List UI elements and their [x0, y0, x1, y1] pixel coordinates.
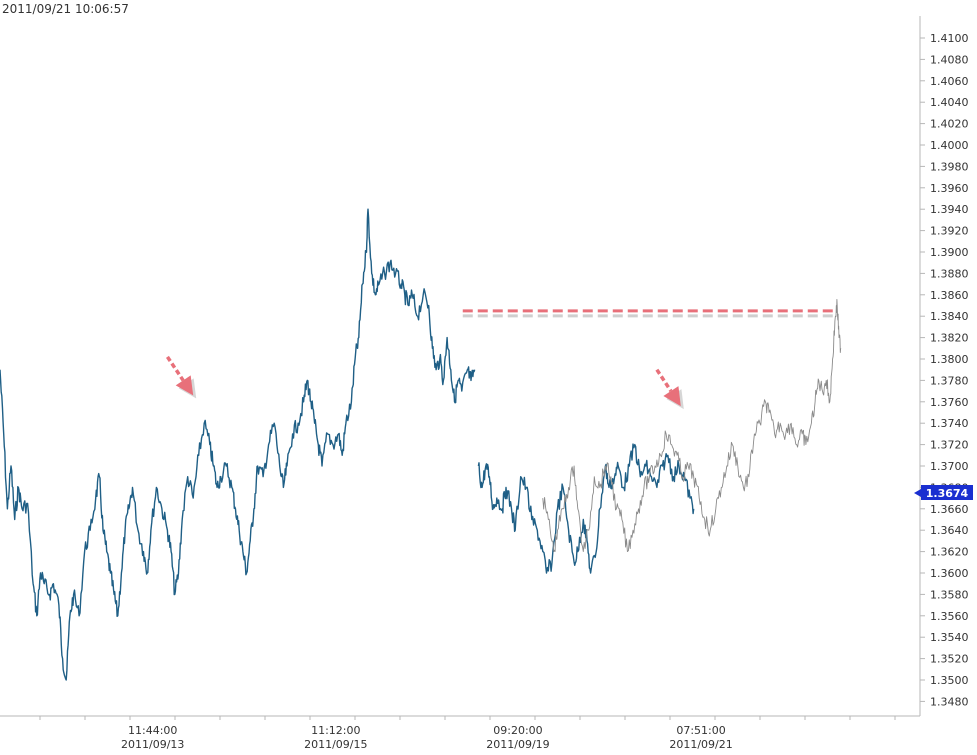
overlay-series-line [542, 299, 842, 553]
y-tick-label: 1.3540 [930, 631, 969, 644]
primary-series-line [0, 208, 476, 681]
x-tick-time-label: 11:44:00 [128, 724, 177, 737]
annotations [165, 309, 834, 410]
price-tag-pointer-icon [914, 489, 921, 497]
y-tick-label: 1.3840 [930, 310, 969, 323]
arrow-head-icon [663, 386, 681, 407]
y-tick-label: 1.4080 [930, 53, 969, 66]
y-tick-label: 1.4100 [930, 32, 969, 45]
y-tick-label: 1.3940 [930, 203, 969, 216]
y-tick-label: 1.3560 [930, 610, 969, 623]
x-tick-time-label: 11:12:00 [311, 724, 360, 737]
y-tick-label: 1.3600 [930, 567, 969, 580]
y-tick-label: 1.3760 [930, 396, 969, 409]
y-tick-label: 1.3800 [930, 353, 969, 366]
y-tick-label: 1.3580 [930, 588, 969, 601]
primary-series-line [477, 443, 695, 574]
y-tick-label: 1.3860 [930, 289, 969, 302]
y-tick-label: 1.3740 [930, 417, 969, 430]
x-tick-date-label: 2011/09/21 [669, 738, 732, 751]
y-tick-label: 1.4000 [930, 139, 969, 152]
y-tick-label: 1.3980 [930, 160, 969, 173]
y-tick-label: 1.3900 [930, 246, 969, 259]
current-price-label: 1.3674 [926, 487, 969, 500]
arrow-shaft [655, 368, 673, 393]
y-tick-label: 1.3520 [930, 653, 969, 666]
y-tick-label: 1.3480 [930, 695, 969, 708]
x-tick-time-label: 07:51:00 [676, 724, 725, 737]
y-tick-label: 1.3660 [930, 503, 969, 516]
y-tick-label: 1.3780 [930, 374, 969, 387]
y-tick-label: 1.3640 [930, 524, 969, 537]
y-tick-label: 1.3700 [930, 460, 969, 473]
y-tick-label: 1.4040 [930, 96, 969, 109]
arrow-shaft [165, 355, 185, 382]
y-tick-label: 1.3820 [930, 332, 969, 345]
x-tick-date-label: 2011/09/19 [486, 738, 549, 751]
chart-timestamp: 2011/09/21 10:06:57 [2, 2, 129, 16]
y-tick-label: 1.3620 [930, 546, 969, 559]
price-tag-box [921, 485, 973, 500]
arrow-head-icon [175, 375, 194, 396]
y-tick-label: 1.3960 [930, 182, 969, 195]
x-tick-date-label: 2011/09/13 [121, 738, 184, 751]
x-tick-date-label: 2011/09/15 [304, 738, 367, 751]
y-tick-label: 1.4060 [930, 75, 969, 88]
current-price-tag: 1.3674 [914, 485, 973, 500]
y-tick-label: 1.3720 [930, 439, 969, 452]
y-tick-label: 1.4020 [930, 118, 969, 131]
x-tick-time-label: 09:20:00 [493, 724, 542, 737]
y-tick-label: 1.3920 [930, 225, 969, 238]
y-tick-label: 1.3500 [930, 674, 969, 687]
y-tick-label: 1.3880 [930, 267, 969, 280]
price-series [0, 208, 842, 681]
